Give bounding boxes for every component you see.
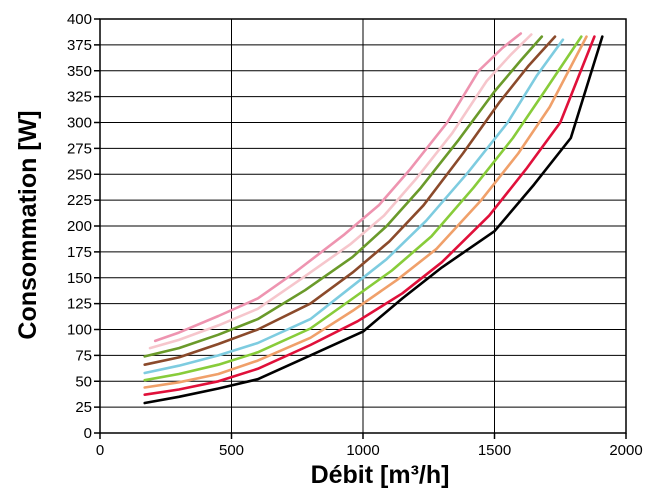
y-tick-label: 350 <box>67 63 92 80</box>
y-tick-label: 325 <box>67 89 92 106</box>
y-tick-label: 300 <box>67 115 92 132</box>
y-axis-label: Consommation [W] <box>14 110 42 339</box>
x-axis: 0 500 1000 1500 2000 <box>96 433 643 459</box>
y-tick-label: 275 <box>67 140 92 157</box>
x-axis-label: Débit [m³/h] <box>311 461 450 489</box>
series-line-5 <box>143 38 565 375</box>
y-tick-label: 225 <box>67 192 92 209</box>
series-line-4 <box>143 35 583 382</box>
x-tick-label: 1500 <box>478 442 511 459</box>
series-line-9 <box>153 32 523 343</box>
series-line-3 <box>143 35 588 389</box>
y-tick-label: 125 <box>67 296 92 313</box>
series-line-1 <box>143 35 604 405</box>
series-line-6 <box>143 35 557 367</box>
y-tick-label: 200 <box>67 218 92 235</box>
y-tick-label: 100 <box>67 322 92 339</box>
y-tick-label: 25 <box>75 399 92 416</box>
y-tick-label: 75 <box>75 347 92 364</box>
y-tick-label: 175 <box>67 244 92 261</box>
y-tick-label: 50 <box>75 373 92 390</box>
y-axis: 0 25 50 75 100 125 150 175 200 225 250 275 300 325 350… <box>67 11 100 442</box>
series-line-2 <box>143 35 596 397</box>
series-line-7 <box>143 35 544 358</box>
grid <box>99 18 627 434</box>
x-tick-label: 0 <box>96 442 104 459</box>
x-tick-label: 500 <box>219 442 244 459</box>
x-tick-label: 2000 <box>609 442 642 459</box>
series-group <box>143 32 604 405</box>
series-line-8 <box>148 33 533 350</box>
y-tick-label: 150 <box>67 270 92 287</box>
x-tick-label: 1000 <box>346 442 379 459</box>
y-tick-label: 250 <box>67 166 92 183</box>
y-tick-label: 400 <box>67 11 92 28</box>
y-tick-label: 0 <box>84 425 92 442</box>
y-tick-label: 375 <box>67 37 92 54</box>
